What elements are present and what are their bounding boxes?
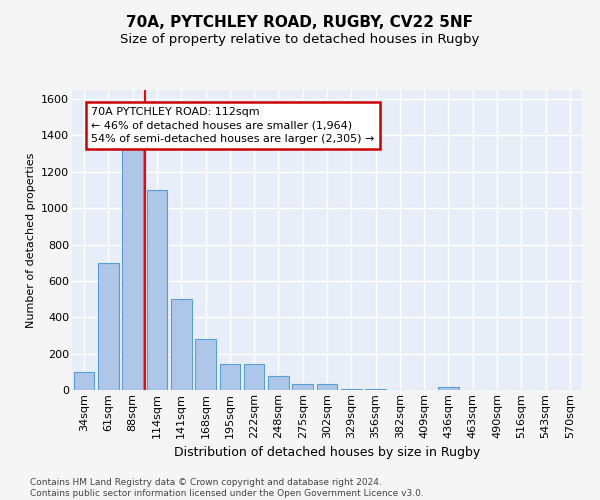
Bar [365, 389, 386, 390]
Bar [244, 364, 265, 390]
Text: Contains HM Land Registry data © Crown copyright and database right 2024.
Contai: Contains HM Land Registry data © Crown c… [30, 478, 424, 498]
Bar [292, 384, 313, 390]
Bar [317, 384, 337, 390]
Text: 70A, PYTCHLEY ROAD, RUGBY, CV22 5NF: 70A, PYTCHLEY ROAD, RUGBY, CV22 5NF [127, 15, 473, 30]
Bar [341, 389, 362, 390]
Text: Size of property relative to detached houses in Rugby: Size of property relative to detached ho… [121, 32, 479, 46]
Bar [171, 299, 191, 390]
X-axis label: Distribution of detached houses by size in Rugby: Distribution of detached houses by size … [174, 446, 480, 459]
Bar [74, 372, 94, 390]
Text: 70A PYTCHLEY ROAD: 112sqm
← 46% of detached houses are smaller (1,964)
54% of se: 70A PYTCHLEY ROAD: 112sqm ← 46% of detac… [91, 108, 375, 144]
Bar [98, 262, 119, 390]
Bar [146, 190, 167, 390]
Bar [220, 364, 240, 390]
Bar [268, 376, 289, 390]
Y-axis label: Number of detached properties: Number of detached properties [26, 152, 35, 328]
Bar [195, 339, 216, 390]
Bar [122, 146, 143, 390]
Bar [438, 388, 459, 390]
